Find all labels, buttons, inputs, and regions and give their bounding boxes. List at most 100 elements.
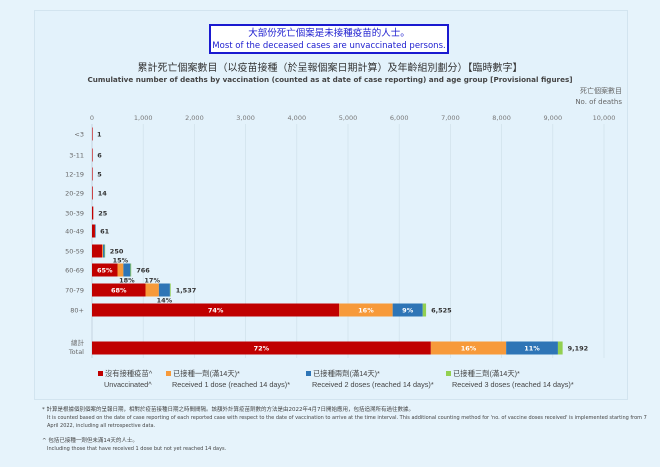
y-tick-label: 總計 [71,338,85,347]
y-tick-label: 60-69 [65,267,84,275]
legend-zh: 已接種三劑(滿14天)* [453,369,520,378]
chart-panel [34,10,628,400]
notice-zh: 大部份死亡個案是未接種疫苗的人士。 [248,28,410,39]
bar-segment [92,341,431,355]
total-label: 9,192 [568,345,589,353]
x-tick-label: 8,000 [492,114,511,122]
legend-label-zh: 已接種兩劑(滿14天)* [306,368,434,379]
footnote-1-zh: * 計算是根據個別個案的呈報日期，相對於疫苗接種日期之時間間隔。該額外計算疫苗劑… [42,407,414,413]
x-tick-label: 0 [90,114,94,122]
x-axis-label: 死亡個案數目 No. of deaths [575,86,622,108]
legend-label-en: Received 2 doses (reached 14 days)* [312,380,434,389]
legend-label-en: Received 1 dose (reached 14 days)* [172,380,291,389]
legend-item: 已接種兩劑(滿14天)* Received 2 doses (reached 14… [306,368,434,390]
bar-segment [102,244,104,258]
footnote-2: ^ 包括已接種一劑但未滿14天的人士。 Including those that… [42,437,226,453]
data-label: 65% [97,267,113,275]
bar-segment [92,303,340,317]
bar-segment [92,263,118,277]
total-label: 61 [100,228,110,236]
legend-zh: 沒有接種疫苗^ [105,369,153,378]
y-tick-label: 12-19 [65,171,84,179]
bar-segment [430,341,507,355]
chart-title: 累計死亡個案數目（以疫苗接種（於呈報個案日期計算）及年齡組別劃分）【臨時數字】 [137,63,523,74]
x-tick-label: 2,000 [185,114,204,122]
bar-segment [557,341,563,355]
bar-segment [92,148,93,162]
y-tick-label: <3 [74,131,84,139]
data-label: 72% [254,345,270,353]
y-tick-label: 30-39 [65,210,84,218]
y-tick-label: 50-59 [65,248,84,256]
legend-label-zh: 沒有接種疫苗^ [98,368,152,379]
footnote-2-zh: ^ 包括已接種一劑但未滿14天的人士。 [42,438,138,444]
x-tick-label: 9,000 [543,114,562,122]
bar-segment [506,341,558,355]
legend-label-zh: 已接種三劑(滿14天)* [446,368,574,379]
x-tick-label: 1,000 [134,114,153,122]
data-label: 74% [208,307,224,315]
bar-segment [92,186,93,200]
footnote-2-en: Including those that have received 1 dos… [47,446,227,452]
total-label: 766 [136,267,150,275]
y-tick-label: 80+ [70,307,84,315]
data-label: 68% [111,287,127,295]
data-label: 16% [461,345,477,353]
bar-segment [92,224,95,238]
x-axis-label-zh: 死亡個案數目 [580,87,622,95]
x-tick-label: 10,000 [593,114,616,122]
total-label: 1,537 [176,287,197,295]
y-tick-label: 40-49 [65,228,84,236]
x-tick-label: 4,000 [287,114,306,122]
data-label: 9% [402,307,414,315]
total-label: 5 [97,171,102,179]
x-tick-label: 5,000 [339,114,358,122]
bar-segment [123,263,131,277]
bar-segment [92,206,94,220]
legend-zh: 已接種一劑(滿14天)* [173,369,240,378]
y-tick-label: 20-29 [65,190,84,198]
bar-segment [392,303,423,317]
legend-zh: 已接種兩劑(滿14天)* [313,369,380,378]
y-tick-label: 70-79 [65,287,84,295]
legend-swatch [166,371,171,376]
x-tick-label: 7,000 [441,114,460,122]
legend-swatch [98,371,103,376]
legend-item: 沒有接種疫苗^ Unvaccinated^ [98,368,152,390]
bar-segment [169,283,171,297]
data-label: 14% [157,297,173,305]
legend-label-en: Received 3 doses (reached 14 days)* [452,380,574,389]
legend-item: 已接種一劑(滿14天)* Received 1 dose (reached 14 … [166,368,290,390]
bar-segment [95,224,96,238]
x-tick-label: 3,000 [236,114,255,122]
x-axis-label-en: No. of deaths [575,98,622,106]
legend-swatch [446,371,451,376]
footnote-1: * 計算是根據個別個案的呈報日期，相對於疫苗接種日期之時間間隔。該額外計算疫苗劑… [42,406,647,430]
y-tick-label: Total [68,348,84,356]
notice-box: 大部份死亡個案是未接種疫苗的人士。 Most of the deceased c… [209,24,449,54]
bar-segment [339,303,393,317]
data-label: 18% [119,277,135,285]
bar-segment [422,303,427,317]
bar-segment [130,263,132,277]
legend-label-en: Unvaccinated^ [104,380,152,389]
total-label: 6 [97,152,102,160]
data-label: 16% [358,307,374,315]
bar-segment [92,283,146,297]
footnote-1-en: It is counted based on the date of case … [47,415,647,429]
legend-item: 已接種三劑(滿14天)* Received 3 doses (reached 14… [446,368,574,390]
bar-segment [117,263,124,277]
total-label: 1 [97,131,102,139]
chart-subtitle: Cumulative number of deaths by vaccinati… [87,75,573,84]
bar-segment [103,244,105,258]
bar-segment [92,167,93,181]
total-label: 250 [110,248,124,256]
notice-en: Most of the deceased cases are unvaccina… [212,41,446,51]
total-label: 6,525 [431,307,452,315]
legend-label-zh: 已接種一劑(滿14天)* [166,368,290,379]
bar-segment [92,127,93,141]
bar-segment [92,244,103,258]
bar-segment [145,283,159,297]
data-label: 11% [524,345,540,353]
data-label: 17% [144,276,160,284]
